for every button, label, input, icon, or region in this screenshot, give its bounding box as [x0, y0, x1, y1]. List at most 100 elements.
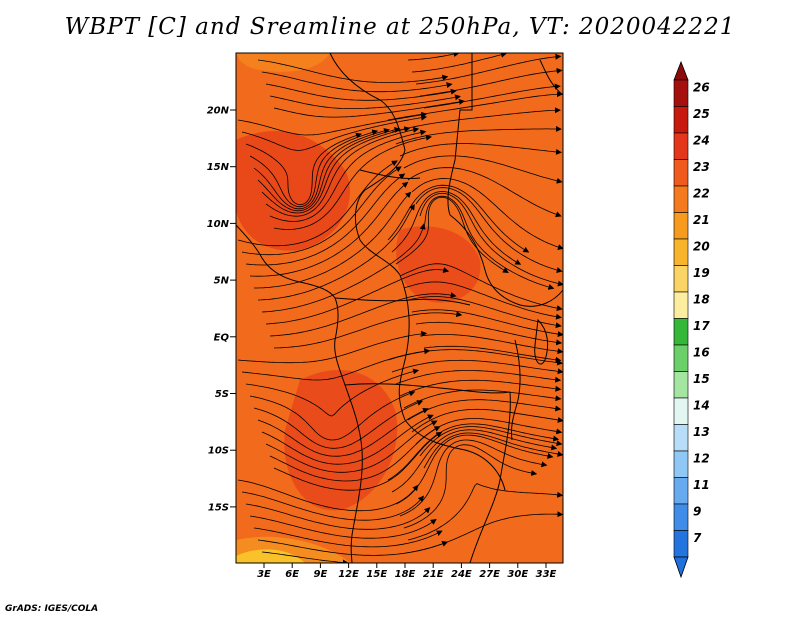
lon-tick-label: 9E [314, 569, 328, 580]
streamline [269, 292, 457, 337]
streamline [253, 128, 390, 210]
streamline [387, 184, 530, 253]
streamline [265, 126, 420, 217]
streamline [237, 160, 398, 247]
colorbar-segment [673, 106, 689, 134]
streamline [265, 420, 438, 473]
lat-tick-label: 10N [207, 219, 230, 230]
colorbar-label: 12 [693, 451, 710, 465]
lat-tick-label: 15S [208, 502, 229, 513]
colorbar-segment [673, 450, 689, 478]
streamline [261, 414, 434, 465]
streamline [411, 178, 563, 250]
streamline [241, 114, 428, 151]
streamline [423, 345, 562, 363]
colorbar-segment [673, 265, 689, 293]
lon-tick-label: 33E [536, 569, 557, 580]
streamline [423, 195, 555, 290]
streamline [415, 53, 562, 85]
colorbar-label: 11 [693, 478, 710, 492]
colorbar-label: 14 [693, 398, 710, 412]
streamline [273, 431, 443, 491]
chart-title: WBPT [C] and Sreamline at 250hPa, VT: 20… [64, 14, 736, 40]
border-line [344, 383, 511, 394]
streamline [395, 125, 562, 145]
colorbar-segment [673, 132, 689, 160]
colorbar-segment [673, 212, 689, 240]
streamline [237, 111, 428, 136]
streamline [253, 400, 424, 449]
border-line [449, 214, 563, 307]
streamline [395, 370, 562, 385]
border-line [334, 297, 471, 306]
longitude-axis: 3E 6E 9E 12E 15E 18E 21E 24E 27E 30E 33E [257, 563, 557, 580]
streamline [237, 330, 428, 364]
border-line [359, 169, 421, 179]
colorbar: 26 25 24 23 22 21 20 19 18 17 16 15 14 13 12 11 9 7 [673, 60, 710, 579]
streamline [419, 426, 563, 457]
streamline [391, 359, 563, 375]
streamline [249, 515, 437, 539]
colorbar-label: 7 [693, 531, 702, 545]
lon-tick-label: 21E [423, 569, 444, 580]
colorbar-segment [673, 238, 689, 266]
lat-tick-label: 5N [214, 276, 230, 287]
map-panel: 20N 15N 10N 5N EQ 5S 10S 15S 3E 6E 9E 12E 15E 18E 21E… [207, 52, 564, 580]
colorbar-top-arrow [673, 60, 689, 81]
country-borders [236, 53, 563, 563]
streamline [269, 129, 427, 222]
colorbar-segment [673, 79, 689, 107]
lon-tick-label: 24E [451, 569, 472, 580]
border-line [329, 53, 406, 151]
colorbar-label: 24 [693, 133, 710, 147]
streamline [261, 223, 426, 313]
colorbar-label: 22 [693, 186, 710, 200]
colorbar-label: 23 [693, 160, 710, 174]
streamline [407, 53, 460, 61]
colorbar-segment [673, 318, 689, 346]
streamline [261, 551, 349, 563]
streamline [419, 192, 563, 287]
streamline [257, 203, 415, 301]
border-line [469, 391, 511, 563]
wbpt-high-region [236, 131, 350, 251]
streamline [407, 296, 562, 329]
colorbar-label: 26 [693, 80, 710, 94]
colorbar-label: 9 [693, 504, 701, 518]
streamline [403, 155, 563, 184]
colorbar-bottom-arrow [673, 556, 689, 579]
streamline [399, 263, 563, 311]
streamline [407, 399, 562, 421]
streamline [407, 483, 563, 541]
streamline [269, 94, 461, 109]
lat-tick-label: EQ [214, 332, 230, 343]
map-frame [235, 52, 564, 564]
wbpt-low-region [236, 53, 330, 72]
streamline [241, 491, 425, 521]
streamline [261, 71, 453, 93]
streamline [399, 143, 562, 157]
lon-tick-label: 6E [285, 569, 299, 580]
grads-credit: GrADS: IGES/COLA [5, 604, 99, 614]
streamline [415, 187, 563, 273]
streamline [249, 181, 409, 277]
streamline [257, 59, 449, 83]
streamline [387, 91, 563, 121]
lat-tick-label: 10S [208, 446, 229, 457]
streamline [391, 429, 558, 493]
colorbar-segment [673, 477, 689, 505]
lon-tick-label: 3E [257, 569, 271, 580]
streamline [245, 173, 406, 266]
streamline [257, 127, 401, 212]
streamline [241, 166, 402, 256]
colorbar-label: 20 [693, 239, 710, 253]
wbpt-lowest-region [236, 549, 305, 563]
streamline [237, 479, 419, 512]
colorbar-segment [673, 424, 689, 452]
colorbar-label: 15 [693, 372, 710, 386]
colorbar-label: 13 [693, 425, 710, 439]
streamline [273, 98, 465, 118]
lon-tick-label: 27E [479, 569, 500, 580]
streamline [399, 439, 548, 517]
